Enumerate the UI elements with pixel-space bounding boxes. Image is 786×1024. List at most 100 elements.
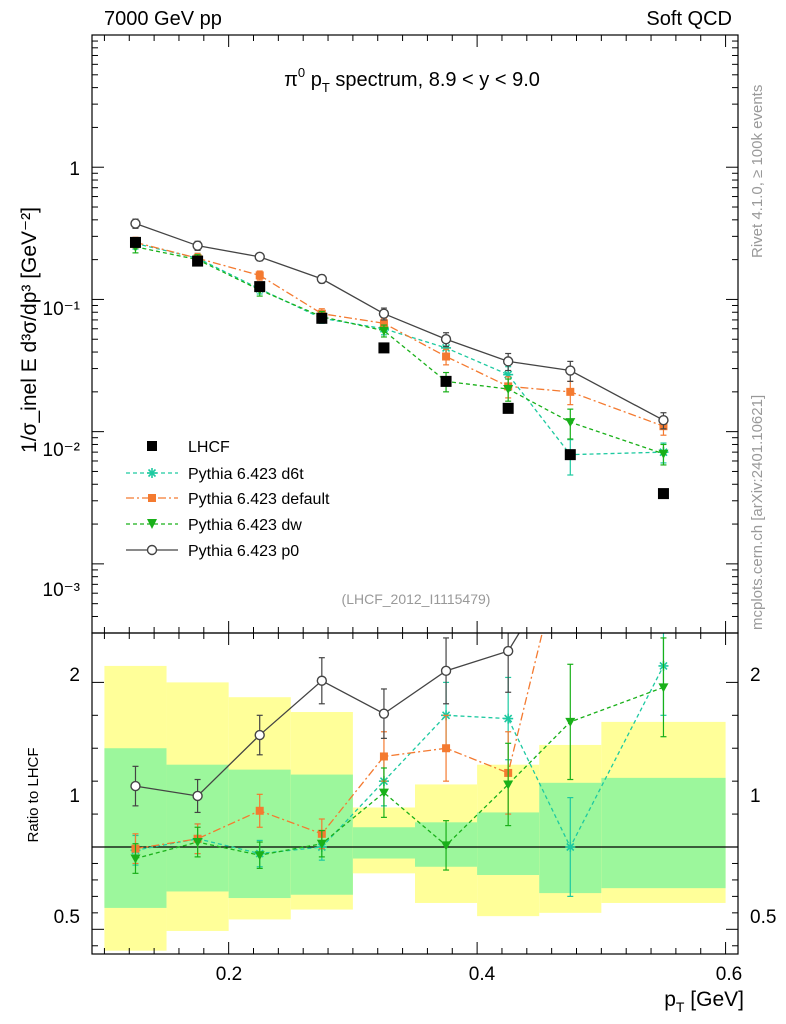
- series-pythia-6-423-p0: [130, 596, 544, 814]
- data-point-lhcf: [316, 312, 328, 324]
- title-p: p: [305, 69, 322, 91]
- side-label-bottom: mcplots.cern.ch [arXiv:2401.10621]: [749, 395, 766, 630]
- data-point-pythia-6-423-dw: [658, 449, 669, 459]
- data-point-pythia-6-423-p0: [378, 308, 390, 319]
- main-y-axis-label: 1/σ_inel E d³σ/dp³ [GeV⁻²]: [18, 207, 41, 453]
- legend-label-dw: Pythia 6.423 dw: [188, 517, 302, 534]
- title-pi: π: [284, 69, 298, 91]
- data-point-pythia-6-423-default: [379, 319, 388, 328]
- legend-marker-default: [148, 494, 156, 502]
- series-line-pythia-6-423-p0: [135, 222, 664, 421]
- series-lhcf: [129, 236, 669, 500]
- ratio-ytick-label: 2: [69, 665, 80, 686]
- band-green: [228, 769, 291, 899]
- chart-title: π0 pT spectrum, 8.9 < y < 9.0: [284, 65, 540, 95]
- data-point-pythia-6-423-d6t: [565, 842, 576, 852]
- data-point-pythia-6-423-p0: [130, 780, 141, 792]
- side-label-top: Rivet 4.1.0, ≥ 100k events: [749, 85, 766, 258]
- data-point-pythia-6-423-dw: [565, 717, 576, 727]
- legend-entry-default: Pythia 6.423 default: [126, 491, 330, 508]
- data-point-pythia-6-423-p0: [565, 365, 576, 376]
- legend-entry-d6t: Pythia 6.423 d6t: [126, 466, 304, 483]
- legend-marker-d6t: [147, 468, 157, 478]
- data-point-pythia-6-423-p0: [254, 251, 265, 263]
- data-point-pythia-6-423-p0: [440, 665, 452, 677]
- series-pythia-6-423-dw: [130, 240, 669, 466]
- data-point-lhcf: [129, 236, 141, 248]
- series-line-pythia-6-423-d6t: [135, 242, 664, 456]
- analysis-id-label: (LHCF_2012_I1115479): [342, 591, 491, 607]
- ratio-y-axis-label: Ratio to LHCF: [25, 747, 42, 842]
- legend-label-p0: Pythia 6.423 p0: [188, 543, 299, 560]
- title-rest: spectrum, 8.9 < y < 9.0: [330, 69, 540, 91]
- series-pythia-6-423-dw: [130, 637, 669, 874]
- legend-label-default: Pythia 6.423 default: [188, 491, 330, 508]
- data-point-pythia-6-423-default: [442, 744, 451, 753]
- data-point-pythia-6-423-p0: [535, 596, 544, 605]
- data-point-pythia-6-423-dw: [503, 780, 514, 790]
- main-ytick-label: 10⁻³: [43, 580, 81, 601]
- ratio-ytick-label-right: 2: [750, 665, 761, 686]
- series-line-pythia-6-423-p0: [135, 633, 520, 797]
- data-point-pythia-6-423-default: [442, 352, 451, 361]
- data-point-pythia-6-423-p0: [316, 675, 328, 686]
- title-p-sub: T: [322, 80, 330, 95]
- data-point-pythia-6-423-dw: [316, 839, 327, 849]
- data-point-pythia-6-423-p0: [130, 218, 141, 229]
- data-point-pythia-6-423-p0: [192, 240, 203, 251]
- legend-marker-lhcf: [147, 441, 157, 451]
- data-point-pythia-6-423-d6t: [503, 713, 514, 724]
- series-line-pythia-6-423-dw: [135, 246, 664, 455]
- data-point-pythia-6-423-p0: [378, 708, 390, 719]
- ratio-plot-area: [130, 596, 669, 897]
- series-line-pythia-6-423-default: [135, 241, 664, 427]
- title-pi-sup: 0: [298, 65, 305, 80]
- data-point-lhcf: [502, 402, 514, 414]
- data-point-pythia-6-423-dw: [130, 854, 141, 864]
- xtick-label: 0.2: [216, 964, 242, 985]
- data-point-lhcf: [657, 488, 669, 500]
- data-point-pythia-6-423-dw: [378, 326, 389, 336]
- header-right-label: Soft QCD: [646, 8, 732, 30]
- xtick-label: 0.4: [469, 964, 496, 985]
- data-point-pythia-6-423-default: [566, 387, 575, 396]
- star-stroke: [441, 343, 451, 352]
- series-pythia-6-423-p0: [130, 218, 669, 430]
- x-axis-label: pT [GeV]: [664, 988, 744, 1015]
- data-point-pythia-6-423-dw: [254, 851, 265, 861]
- data-point-pythia-6-423-p0: [502, 356, 514, 367]
- ratio-ytick-label-right: 0.5: [750, 907, 776, 928]
- star-stroke: [504, 714, 513, 723]
- star-stroke: [566, 842, 575, 852]
- data-point-pythia-6-423-dw: [658, 683, 669, 693]
- data-point-lhcf: [564, 449, 576, 461]
- series-line-pythia-6-423-dw: [135, 686, 664, 860]
- legend-entry-lhcf: LHCF: [147, 439, 230, 456]
- data-point-lhcf: [192, 255, 204, 267]
- data-point-pythia-6-423-default: [255, 271, 264, 280]
- band-green: [601, 777, 726, 889]
- data-point-pythia-6-423-p0: [316, 273, 328, 285]
- ratio-ytick-label: 0.5: [54, 907, 80, 928]
- ratio-ytick-label-right: 1: [750, 786, 761, 807]
- data-point-pythia-6-423-dw: [192, 838, 203, 848]
- xtick-label: 0.6: [716, 964, 742, 985]
- data-point-lhcf: [378, 342, 390, 354]
- data-point-pythia-6-423-dw: [441, 841, 452, 851]
- header-left-label: 7000 GeV pp: [104, 8, 222, 30]
- ratio-frame: [91, 632, 739, 955]
- data-point-pythia-6-423-dw: [565, 418, 576, 428]
- data-point-lhcf: [440, 375, 452, 387]
- main-plot-area: [129, 218, 669, 500]
- data-point-pythia-6-423-default: [379, 752, 388, 761]
- data-point-pythia-6-423-p0: [254, 729, 265, 741]
- axes-frame: [91, 34, 739, 955]
- data-point-pythia-6-423-dw: [378, 788, 389, 798]
- x-label-sub: T: [676, 999, 685, 1015]
- data-point-pythia-6-423-p0: [658, 415, 669, 426]
- legend: LHCF Pythia 6.423 d6t Pythia 6.423 defau…: [126, 439, 330, 560]
- data-point-pythia-6-423-p0: [440, 334, 452, 345]
- ratio-ytick-label: 1: [69, 786, 80, 807]
- legend-entry-dw: Pythia 6.423 dw: [126, 517, 302, 534]
